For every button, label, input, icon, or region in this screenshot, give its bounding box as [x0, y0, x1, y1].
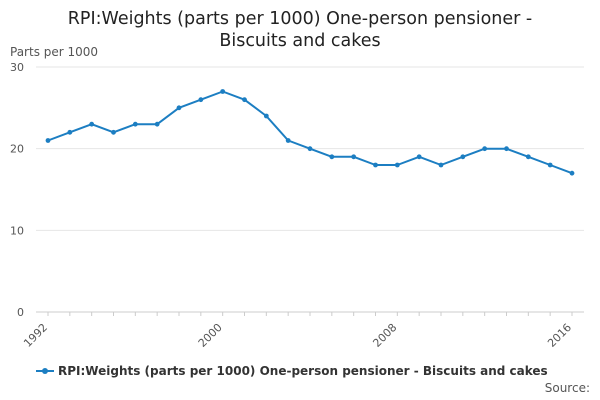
data-point-1999: [198, 97, 204, 103]
data-point-1996: [132, 121, 138, 127]
data-point-1993: [67, 129, 73, 135]
gridlines: [36, 66, 584, 313]
data-point-1997: [154, 121, 160, 127]
data-point-2001: [242, 97, 247, 103]
x-tick-label-2016: 2016: [545, 321, 574, 350]
data-point-2010: [438, 162, 444, 168]
data-point-2014: [525, 154, 531, 160]
data-point-2002: [263, 113, 269, 119]
y-tick-label-20: 20: [10, 143, 24, 156]
data-point-2004: [307, 146, 313, 152]
data-point-2003: [285, 138, 291, 143]
x-axis-ticks: 1992 2000 2008 2016: [21, 312, 574, 350]
data-point-1994: [89, 121, 95, 127]
legend-label: RPI:Weights (parts per 1000) One-person …: [58, 364, 548, 378]
data-point-2013: [504, 146, 509, 152]
y-axis-label: Parts per 1000: [10, 45, 99, 59]
data-point-2012: [482, 146, 488, 152]
chart-title-line-2: Biscuits and cakes: [219, 31, 381, 51]
y-tick-label-10: 10: [10, 224, 24, 237]
legend-swatch: [36, 366, 54, 376]
data-point-2008: [394, 162, 400, 168]
data-point-1992: [45, 138, 51, 143]
series-group: [45, 89, 575, 176]
data-point-2016: [569, 170, 575, 176]
y-tick-label-30: 30: [10, 61, 24, 74]
legend[interactable]: RPI:Weights (parts per 1000) One-person …: [36, 364, 548, 378]
data-point-1995: [111, 129, 116, 135]
x-tick-label-1992: 1992: [21, 321, 50, 350]
data-point-2009: [416, 154, 422, 160]
y-tick-label-0: 0: [17, 306, 24, 319]
x-tick-label-2008: 2008: [370, 321, 399, 350]
data-point-2005: [329, 154, 335, 160]
data-point-2000: [220, 89, 226, 94]
data-point-2015: [547, 162, 553, 168]
data-point-2006: [351, 154, 357, 160]
chart-title: RPI:Weights (parts per 1000) One-person …: [0, 8, 600, 52]
chart-title-line-1: RPI:Weights (parts per 1000) One-person …: [67, 9, 533, 29]
y-axis-ticks: 0 10 20 30: [10, 61, 24, 319]
data-point-2011: [460, 154, 466, 160]
data-point-1998: [176, 105, 182, 111]
x-tick-label-2000: 2000: [196, 321, 225, 350]
source-label: Source:: [544, 381, 590, 395]
data-point-2007: [373, 162, 378, 168]
series-line-0: [47, 90, 573, 175]
